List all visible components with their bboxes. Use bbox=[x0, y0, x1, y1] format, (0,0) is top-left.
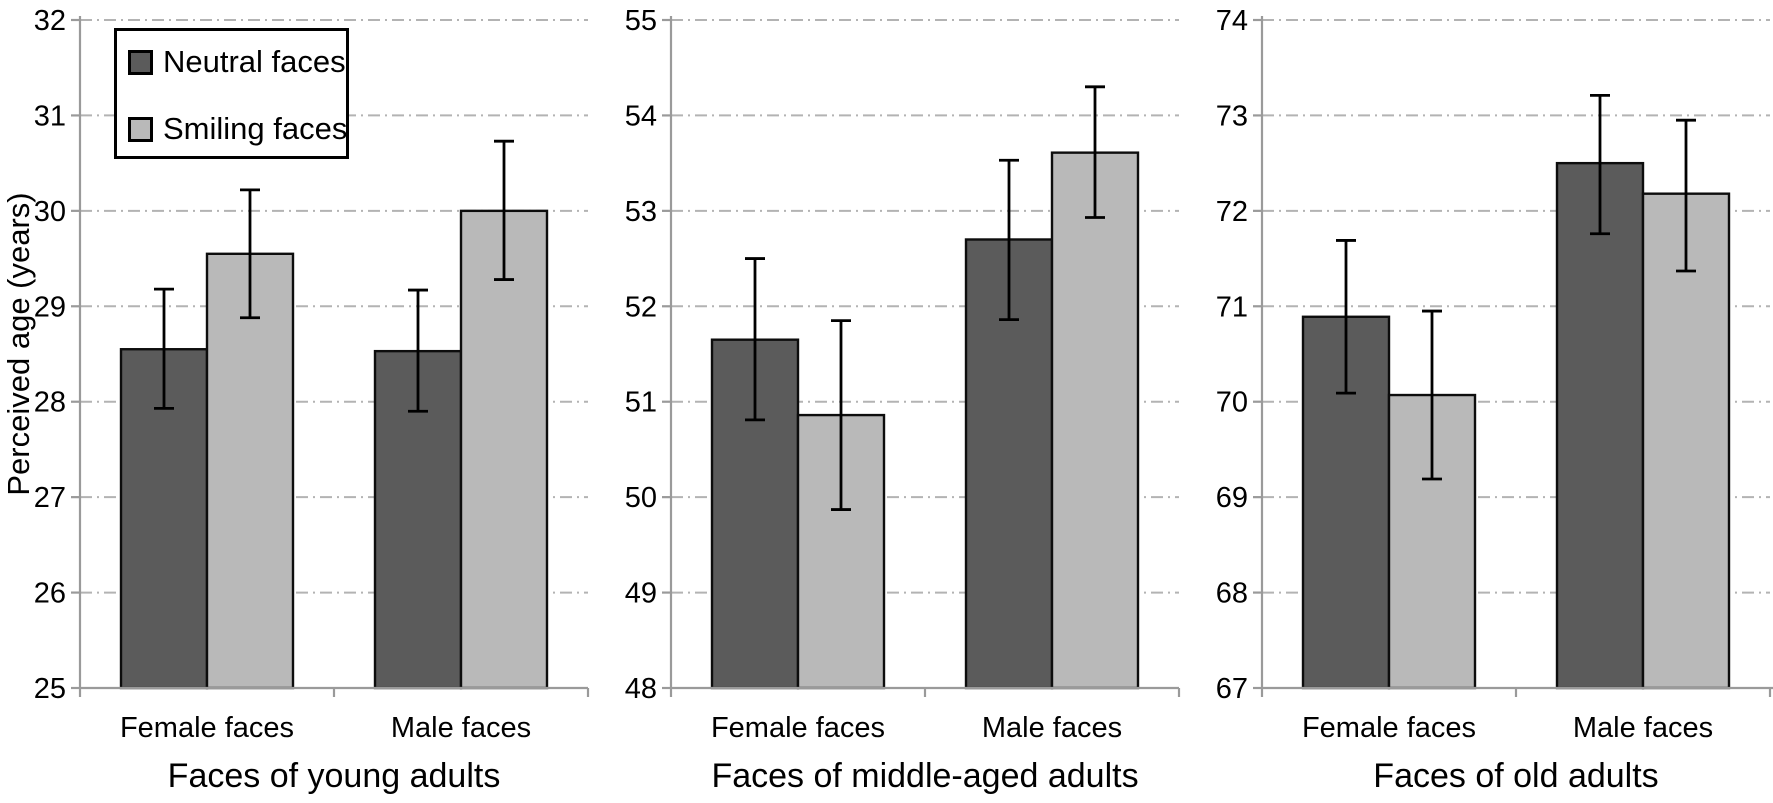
panel-title: Faces of young adults bbox=[168, 757, 501, 795]
y-tick-label: 71 bbox=[1216, 291, 1248, 323]
y-axis-title: Perceived age (years) bbox=[1, 192, 36, 496]
y-tick-label: 73 bbox=[1216, 100, 1248, 132]
y-tick-label: 31 bbox=[34, 100, 66, 132]
panel-title: Faces of middle-aged adults bbox=[711, 757, 1138, 795]
y-tick-label: 52 bbox=[625, 291, 657, 323]
chart-panel-1: 25 26 27 28 29 30 31 32 Female faces Male faces Fa… bbox=[34, 5, 590, 795]
y-tick-label: 68 bbox=[1216, 578, 1248, 610]
legend-label-neutral: Neutral faces bbox=[163, 44, 346, 79]
y-tick-label: 29 bbox=[34, 291, 66, 323]
category-label: Female faces bbox=[120, 712, 294, 744]
category-label: Male faces bbox=[1573, 712, 1713, 744]
y-tick-label: 72 bbox=[1216, 196, 1248, 228]
legend-swatch-neutral-icon bbox=[128, 49, 153, 75]
chart-panel-2: 48 49 50 51 52 53 54 55 Female faces Male faces Fa… bbox=[625, 5, 1181, 795]
legend: Neutral faces Smiling faces bbox=[114, 28, 349, 159]
y-tick-label: 48 bbox=[625, 673, 657, 705]
y-tick-label: 70 bbox=[1216, 387, 1248, 419]
chart-panel-3: 67 68 69 70 71 72 73 74 Female faces Male faces Fa… bbox=[1216, 5, 1773, 795]
y-tick-label: 26 bbox=[34, 578, 66, 610]
y-tick-label: 50 bbox=[625, 482, 657, 514]
panel-title: Faces of old adults bbox=[1373, 757, 1658, 795]
y-tick-label: 55 bbox=[625, 5, 657, 37]
legend-swatch-smiling-icon bbox=[128, 116, 153, 142]
y-tick-label: 28 bbox=[34, 387, 66, 419]
y-tick-label: 69 bbox=[1216, 482, 1248, 514]
category-label: Female faces bbox=[1302, 712, 1476, 744]
bar-smiling-male bbox=[1641, 192, 1731, 690]
legend-label-smiling: Smiling faces bbox=[163, 111, 348, 146]
category-label: Male faces bbox=[982, 712, 1122, 744]
bar-smiling-male bbox=[1050, 151, 1140, 690]
bar-neutral-male bbox=[1555, 161, 1645, 690]
y-tick-label: 25 bbox=[34, 673, 66, 705]
y-tick-label: 49 bbox=[625, 578, 657, 610]
y-tick-label: 32 bbox=[34, 5, 66, 37]
legend-item-neutral: Neutral faces bbox=[128, 44, 346, 79]
y-tick-label: 54 bbox=[625, 100, 657, 132]
category-label: Male faces bbox=[391, 712, 531, 744]
y-tick-label: 27 bbox=[34, 482, 66, 514]
y-tick-label: 53 bbox=[625, 196, 657, 228]
y-tick-label: 51 bbox=[625, 387, 657, 419]
y-tick-label: 74 bbox=[1216, 5, 1248, 37]
legend-item-smiling: Smiling faces bbox=[128, 111, 348, 146]
y-tick-label: 30 bbox=[34, 196, 66, 228]
bar-smiling-male bbox=[459, 209, 549, 690]
category-label: Female faces bbox=[711, 712, 885, 744]
y-tick-label: 67 bbox=[1216, 673, 1248, 705]
